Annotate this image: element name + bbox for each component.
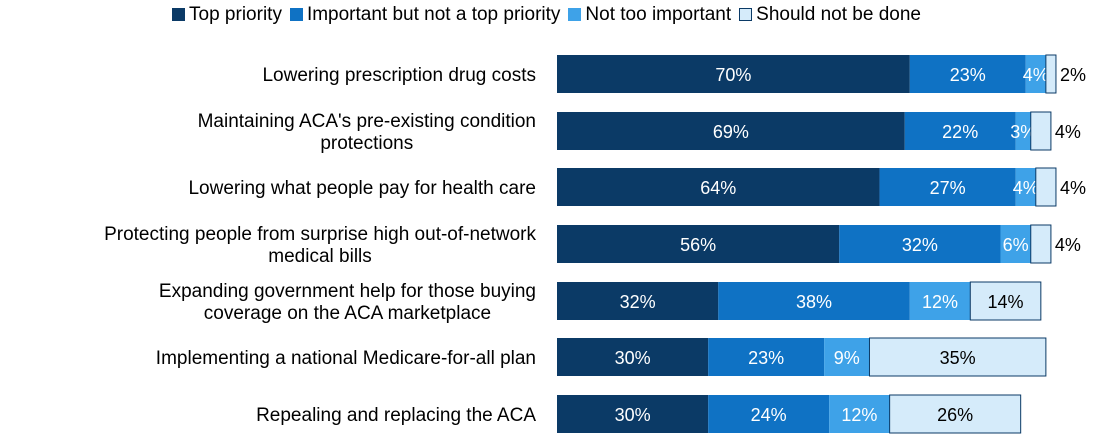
category-label: Protecting people from surprise high out…	[104, 224, 536, 245]
bar-segment	[1030, 224, 1052, 264]
category-label: medical bills	[268, 246, 371, 267]
bar-segment	[708, 338, 825, 376]
legend-item: Important but not a top priority	[289, 4, 561, 26]
bar-segment	[557, 168, 880, 206]
bar-segment	[1000, 225, 1031, 263]
legend-label: Not too important	[585, 4, 732, 25]
value-label: 64%	[700, 178, 736, 198]
bar-segment	[909, 55, 1026, 93]
value-label: 26%	[937, 405, 973, 425]
category-label: protections	[320, 133, 413, 154]
value-label: 23%	[748, 348, 784, 368]
legend-item: Not too important	[568, 4, 731, 26]
value-label: 12%	[922, 292, 958, 312]
category-label: Lowering prescription drug costs	[262, 65, 536, 86]
value-label: 30%	[615, 405, 651, 425]
legend-swatch	[739, 8, 753, 21]
value-label: 32%	[620, 292, 656, 312]
value-label: 35%	[940, 348, 976, 368]
legend-swatch	[172, 8, 186, 21]
bar-segment	[557, 395, 709, 433]
bar-segment	[969, 281, 1042, 321]
category-label: Repealing and replacing the ACA	[256, 405, 536, 426]
value-label: 4%	[1013, 178, 1039, 198]
value-label: 24%	[751, 405, 787, 425]
bar-segment	[708, 395, 830, 433]
value-label: 69%	[713, 122, 749, 142]
value-label: 14%	[988, 292, 1024, 312]
bar-segment	[1025, 55, 1046, 93]
category-label: Maintaining ACA's pre-existing condition	[198, 111, 536, 132]
bar-segment	[1045, 54, 1057, 94]
value-label: 23%	[950, 65, 986, 85]
value-label: 30%	[615, 348, 651, 368]
category-label: Implementing a national Medicare-for-all…	[156, 348, 536, 369]
bar-segment	[718, 282, 910, 320]
value-label: 56%	[680, 235, 716, 255]
legend-label: Top priority	[189, 4, 282, 25]
category-label: Expanding government help for those buyi…	[159, 281, 536, 302]
bar-segment	[824, 338, 870, 376]
value-label: 3%	[1010, 122, 1036, 142]
bar-segment	[557, 338, 709, 376]
value-label: 2%	[1060, 65, 1086, 85]
legend-swatch	[289, 8, 303, 21]
legend-item: Top priority	[172, 4, 282, 26]
value-label: 4%	[1023, 65, 1049, 85]
value-label: 27%	[930, 178, 966, 198]
bar-segment	[1015, 168, 1036, 206]
bar-segment	[557, 55, 910, 93]
bar-segment	[557, 225, 840, 263]
value-label: 38%	[796, 292, 832, 312]
bar-segment	[889, 394, 1022, 434]
legend-label: Should not be done	[756, 4, 921, 25]
category-label: coverage on the ACA marketplace	[204, 303, 491, 324]
bar-segment	[904, 112, 1016, 150]
bar-segment	[1030, 111, 1052, 151]
value-label: 4%	[1060, 178, 1086, 198]
bar-segment	[1015, 112, 1031, 150]
value-label: 4%	[1055, 235, 1081, 255]
value-label: 9%	[834, 348, 860, 368]
legend-item: Should not be done	[739, 4, 921, 26]
legend-label: Important but not a top priority	[306, 4, 561, 25]
bar-segment	[1035, 167, 1057, 207]
bar-segment	[839, 225, 1001, 263]
value-label: 32%	[902, 235, 938, 255]
value-label: 4%	[1055, 122, 1081, 142]
bar-segment	[909, 282, 971, 320]
bar-segment	[557, 112, 905, 150]
value-label: 6%	[1003, 235, 1029, 255]
value-label: 12%	[841, 405, 877, 425]
legend: Top priority Important but not a top prio…	[0, 4, 1093, 26]
value-label: 22%	[942, 122, 978, 142]
legend-swatch	[568, 8, 582, 21]
bar-segment	[868, 337, 1047, 377]
bar-segment	[879, 168, 1016, 206]
category-label: Lowering what people pay for health care	[188, 178, 536, 199]
bar-segment	[557, 282, 719, 320]
bar-segment	[829, 395, 890, 433]
value-label: 70%	[715, 65, 751, 85]
